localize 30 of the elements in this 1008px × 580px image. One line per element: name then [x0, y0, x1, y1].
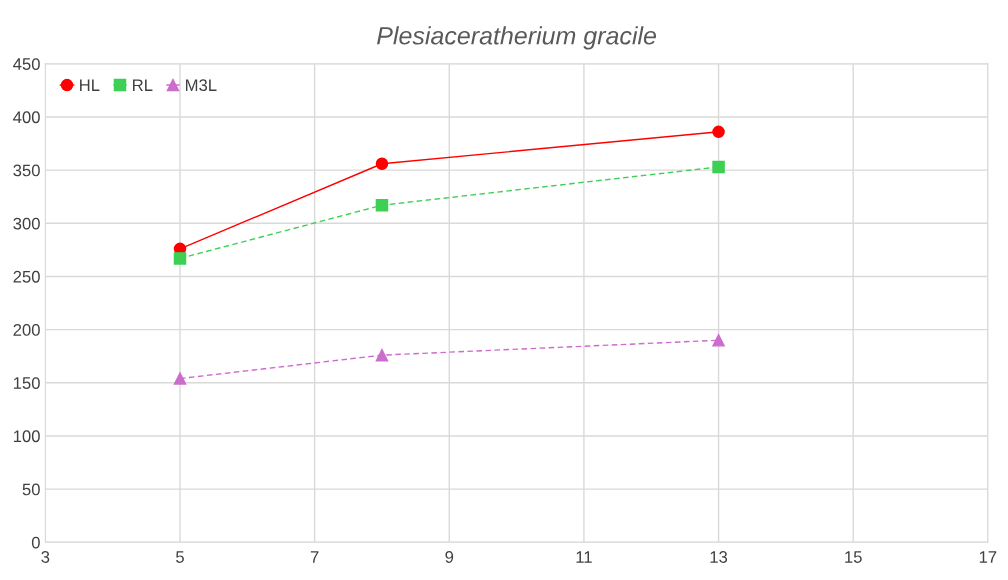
point	[712, 334, 725, 347]
legend-label: M3L	[186, 79, 217, 92]
legend-label: HL	[80, 79, 100, 91]
y-tick-label: 450	[13, 58, 40, 70]
x-tick-label: 15	[845, 551, 862, 563]
x-tick-label: 13	[710, 551, 728, 563]
y-tick-label: 250	[13, 270, 40, 283]
y-tick-label: 200	[13, 324, 40, 336]
point	[173, 252, 187, 265]
legend-label: RL	[133, 79, 153, 91]
point	[712, 125, 725, 139]
y-tick-label: 350	[13, 164, 40, 177]
y-tick-label: 400	[13, 111, 40, 124]
chart-title: Plesiaceratherium gracile	[377, 26, 657, 50]
x-tick-label: 11	[576, 551, 592, 563]
point	[375, 348, 389, 362]
point	[712, 160, 725, 174]
point	[375, 198, 389, 212]
x-tick-label: 3	[41, 551, 50, 563]
x-tick-label: 9	[445, 551, 454, 563]
y-tick-label: 100	[13, 430, 40, 443]
y-tick-label: 50	[22, 483, 40, 496]
y-tick-label: 0	[31, 536, 40, 549]
y-tick-label: 150	[13, 377, 40, 389]
x-tick-label: 17	[979, 551, 997, 563]
y-tick-label: 300	[13, 217, 40, 230]
point	[173, 372, 187, 385]
x-tick-label: 7	[310, 551, 319, 563]
x-tick-label: 5	[176, 551, 184, 563]
point	[375, 157, 389, 171]
